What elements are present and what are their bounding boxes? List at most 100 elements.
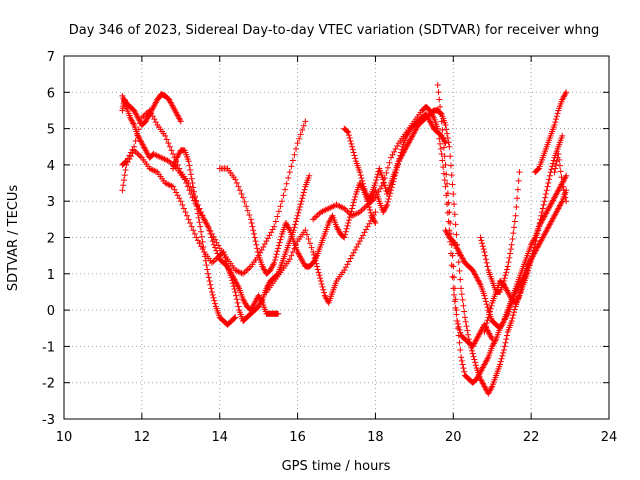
data-point	[538, 212, 545, 219]
data-point	[500, 319, 507, 326]
data-point	[458, 291, 465, 298]
chart-title: Day 346 of 2023, Sidereal Day-to-day VTE…	[69, 23, 600, 38]
data-point	[274, 248, 281, 255]
data-point	[299, 195, 306, 202]
data-point	[356, 169, 363, 176]
data-point	[306, 172, 313, 179]
series-4	[119, 107, 309, 277]
data-point	[191, 230, 198, 237]
data-point	[315, 269, 322, 276]
data-point	[483, 320, 490, 327]
data-point	[507, 246, 514, 253]
data-points	[119, 82, 570, 397]
data-point	[468, 344, 475, 351]
data-point	[204, 266, 211, 273]
data-point	[497, 358, 504, 365]
data-point	[461, 368, 468, 375]
data-point	[374, 171, 381, 178]
data-point	[444, 135, 451, 142]
data-point	[486, 311, 493, 318]
data-point	[532, 241, 539, 248]
data-point	[503, 336, 510, 343]
data-point	[394, 143, 401, 150]
data-point	[444, 130, 451, 137]
data-point	[310, 216, 317, 223]
data-point	[444, 180, 451, 187]
data-point	[460, 365, 467, 372]
series-13	[477, 169, 523, 295]
data-point	[502, 339, 509, 346]
data-point	[282, 186, 289, 193]
data-point	[131, 143, 138, 150]
data-point	[529, 250, 536, 257]
data-point	[252, 238, 259, 245]
y-tick-labels: -3 -2 -1 0 1 2 3 4 5 6 7	[42, 50, 55, 428]
data-point	[451, 291, 458, 298]
data-point	[312, 257, 319, 264]
data-point	[254, 249, 261, 256]
data-point	[487, 305, 494, 312]
data-point	[199, 212, 206, 219]
data-point	[179, 201, 186, 208]
data-point	[344, 222, 351, 229]
data-point	[244, 266, 251, 273]
data-point	[210, 258, 217, 265]
data-point	[238, 190, 245, 197]
series-16	[551, 151, 570, 205]
data-point	[551, 121, 558, 128]
data-point	[297, 201, 304, 208]
data-point	[484, 317, 491, 324]
data-point	[345, 258, 352, 265]
data-point	[553, 161, 560, 168]
data-point	[556, 156, 563, 163]
data-point	[509, 235, 516, 242]
data-point	[232, 288, 239, 295]
data-point	[182, 209, 189, 216]
data-point	[549, 160, 556, 167]
data-point	[559, 180, 566, 187]
data-point	[193, 201, 200, 208]
data-point	[120, 182, 127, 189]
series-1	[119, 91, 184, 128]
data-point	[271, 257, 278, 264]
data-point	[451, 211, 458, 218]
data-point	[367, 192, 374, 199]
data-point	[451, 285, 458, 292]
data-point	[311, 214, 318, 221]
data-point	[275, 242, 282, 249]
data-point	[353, 243, 360, 250]
data-point	[347, 137, 354, 144]
data-point	[542, 190, 549, 197]
data-point	[442, 140, 449, 147]
data-point	[201, 249, 208, 256]
data-point	[371, 218, 378, 225]
data-point	[485, 314, 492, 321]
data-point	[444, 190, 451, 197]
data-point	[180, 205, 187, 212]
data-point	[296, 135, 303, 142]
data-point	[437, 103, 444, 110]
y-tick-label: 2	[47, 232, 55, 247]
data-point	[456, 339, 463, 346]
x-tick-label: 12	[134, 430, 151, 445]
data-point	[137, 120, 144, 127]
data-point	[310, 249, 317, 256]
data-point	[275, 208, 282, 215]
data-point	[447, 219, 454, 226]
data-point	[480, 246, 487, 253]
data-point	[229, 280, 236, 287]
data-point	[119, 187, 126, 194]
data-point	[177, 198, 184, 205]
series-14	[481, 132, 566, 335]
data-point	[391, 148, 398, 155]
data-point	[482, 256, 489, 263]
x-tick-labels: 10 12 14 16 18 20 22 24	[56, 430, 618, 445]
data-point	[472, 359, 479, 366]
data-point	[450, 190, 457, 197]
data-point	[292, 221, 299, 228]
y-axis-label: SDTVAR / TECUs	[6, 185, 21, 292]
data-point	[563, 89, 570, 96]
data-point	[534, 230, 541, 237]
data-point	[528, 256, 535, 263]
data-point	[443, 171, 450, 178]
